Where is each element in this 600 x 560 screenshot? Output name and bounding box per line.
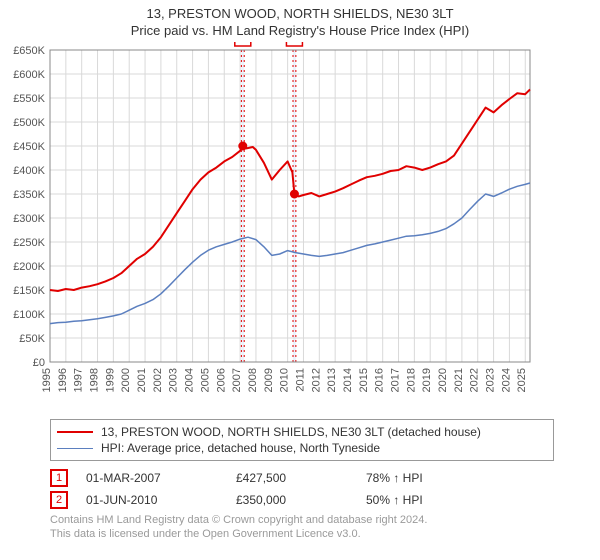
svg-text:2002: 2002 (152, 368, 164, 392)
svg-text:1996: 1996 (57, 368, 69, 392)
svg-text:2017: 2017 (390, 368, 402, 392)
svg-text:£500K: £500K (13, 117, 45, 129)
legend-label: HPI: Average price, detached house, Nort… (101, 441, 380, 455)
svg-text:£50K: £50K (19, 333, 45, 345)
svg-text:2011: 2011 (294, 368, 306, 392)
svg-text:£250K: £250K (13, 237, 45, 249)
svg-text:£100K: £100K (13, 309, 45, 321)
svg-text:1995: 1995 (41, 368, 53, 392)
svg-text:1997: 1997 (73, 368, 85, 392)
title-sub: Price paid vs. HM Land Registry's House … (0, 23, 600, 38)
svg-text:2009: 2009 (263, 368, 275, 392)
svg-text:2010: 2010 (279, 368, 291, 392)
footnote: Contains HM Land Registry data © Crown c… (50, 513, 600, 542)
sale-marker-icon: 1 (50, 469, 68, 487)
svg-text:£650K: £650K (13, 45, 45, 57)
sale-date: 01-MAR-2007 (86, 471, 236, 485)
svg-text:1: 1 (240, 42, 246, 45)
svg-text:2007: 2007 (231, 368, 243, 392)
svg-text:2012: 2012 (310, 368, 322, 392)
legend-item-subject: 13, PRESTON WOOD, NORTH SHIELDS, NE30 3L… (57, 424, 547, 440)
svg-text:2024: 2024 (500, 368, 512, 392)
chart-titles: 13, PRESTON WOOD, NORTH SHIELDS, NE30 3L… (0, 0, 600, 38)
svg-text:2021: 2021 (453, 368, 465, 392)
svg-text:2015: 2015 (358, 368, 370, 392)
svg-text:2005: 2005 (199, 368, 211, 392)
svg-text:£550K: £550K (13, 93, 45, 105)
legend-item-hpi: HPI: Average price, detached house, Nort… (57, 440, 547, 456)
chart: £0 £50K £100K £150K £200K £250K £300K £350K £400… (0, 42, 600, 417)
sale-marker-icon: 2 (50, 491, 68, 509)
svg-text:2025: 2025 (516, 368, 528, 392)
svg-text:2000: 2000 (120, 368, 132, 392)
sale-pct: 50% ↑ HPI (366, 493, 496, 507)
svg-text:2020: 2020 (437, 368, 449, 392)
footnote-line: This data is licensed under the Open Gov… (50, 527, 600, 541)
legend-label: 13, PRESTON WOOD, NORTH SHIELDS, NE30 3L… (101, 425, 481, 439)
svg-text:2008: 2008 (247, 368, 259, 392)
svg-text:£600K: £600K (13, 69, 45, 81)
svg-text:£300K: £300K (13, 213, 45, 225)
svg-text:2003: 2003 (168, 368, 180, 392)
svg-text:£200K: £200K (13, 261, 45, 273)
sale-price: £350,000 (236, 493, 366, 507)
svg-text:2004: 2004 (184, 368, 196, 392)
footnote-line: Contains HM Land Registry data © Crown c… (50, 513, 600, 527)
svg-text:£350K: £350K (13, 189, 45, 201)
svg-text:2023: 2023 (485, 368, 497, 392)
svg-text:£150K: £150K (13, 285, 45, 297)
svg-text:1998: 1998 (89, 368, 101, 392)
svg-text:2019: 2019 (421, 368, 433, 392)
svg-text:1999: 1999 (104, 368, 116, 392)
table-row: 1 01-MAR-2007 £427,500 78% ↑ HPI (50, 467, 600, 489)
svg-text:2014: 2014 (342, 368, 354, 392)
sales-table: 1 01-MAR-2007 £427,500 78% ↑ HPI 2 01-JU… (50, 467, 600, 511)
sale-date: 01-JUN-2010 (86, 493, 236, 507)
title-main: 13, PRESTON WOOD, NORTH SHIELDS, NE30 3L… (0, 6, 600, 21)
sale-pct: 78% ↑ HPI (366, 471, 496, 485)
svg-text:£0: £0 (33, 357, 45, 369)
svg-text:£400K: £400K (13, 165, 45, 177)
legend-swatch-icon (57, 448, 93, 449)
table-row: 2 01-JUN-2010 £350,000 50% ↑ HPI (50, 489, 600, 511)
legend-swatch-icon (57, 431, 93, 433)
svg-text:2016: 2016 (374, 368, 386, 392)
svg-text:2018: 2018 (405, 368, 417, 392)
sale-price: £427,500 (236, 471, 366, 485)
svg-text:2013: 2013 (326, 368, 338, 392)
svg-text:2: 2 (291, 42, 297, 45)
svg-text:£450K: £450K (13, 141, 45, 153)
svg-text:2001: 2001 (136, 368, 148, 392)
legend: 13, PRESTON WOOD, NORTH SHIELDS, NE30 3L… (50, 419, 554, 461)
svg-text:2006: 2006 (215, 368, 227, 392)
svg-text:2022: 2022 (469, 368, 481, 392)
